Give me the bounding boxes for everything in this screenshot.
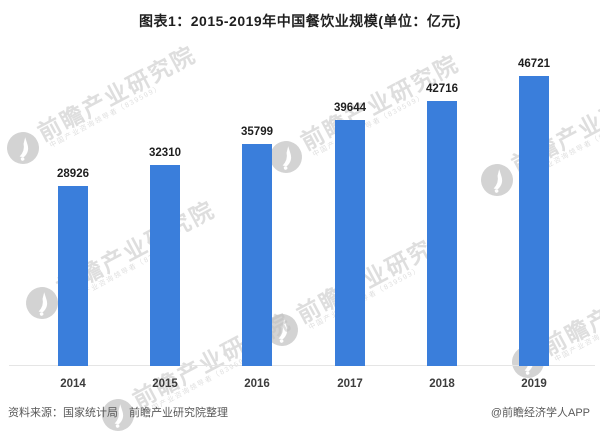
bar-2014 (58, 186, 88, 366)
bar-2019 (519, 76, 549, 366)
chart-title: 图表1：2015-2019年中国餐饮业规模(单位：亿元) (138, 13, 462, 29)
bar-group-2015: 32310 2015 (149, 147, 181, 390)
bar-2016 (242, 144, 272, 366)
bar-group-2016: 35799 2016 (241, 126, 273, 390)
x-axis-line (9, 365, 595, 366)
bar-group-2019: 46721 2019 (518, 58, 550, 390)
bar-group-2014: 28926 2014 (57, 168, 89, 390)
x-tick-label-2017: 2017 (337, 378, 363, 390)
value-label-2015: 32310 (149, 147, 181, 159)
bar-2015 (150, 165, 180, 366)
plot-area: 28926 2014 32310 2015 35799 2016 39644 2017 4271… (0, 40, 600, 390)
x-tick-label-2018: 2018 (429, 378, 455, 390)
value-label-2014: 28926 (57, 168, 89, 180)
bar-group-2017: 39644 2017 (334, 102, 366, 390)
value-label-2019: 46721 (518, 58, 550, 70)
value-label-2018: 42716 (426, 83, 458, 95)
source-note: 资料来源：国家统计局 前瞻产业研究院整理 (8, 407, 228, 419)
value-label-2016: 35799 (241, 126, 273, 138)
x-tick-label-2019: 2019 (521, 378, 547, 390)
x-tick-label-2016: 2016 (244, 378, 270, 390)
footer: 资料来源：国家统计局 前瞻产业研究院整理 @前瞻经济学人APP (8, 404, 590, 420)
credit-note: @前瞻经济学人APP (490, 407, 590, 419)
bar-2018 (427, 101, 457, 366)
bar-group-2018: 42716 2018 (426, 83, 458, 390)
x-tick-label-2014: 2014 (60, 378, 86, 390)
value-label-2017: 39644 (334, 102, 366, 114)
x-tick-label-2015: 2015 (152, 378, 178, 390)
bar-2017 (335, 120, 365, 366)
